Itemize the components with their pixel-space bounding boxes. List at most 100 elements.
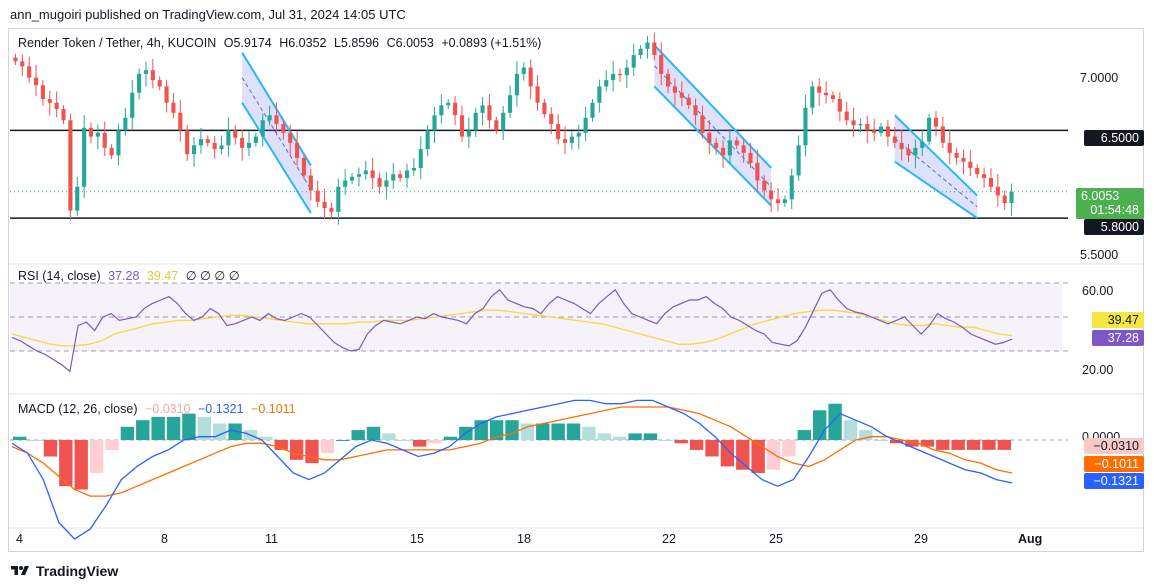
candle-body bbox=[315, 190, 320, 202]
candle-body bbox=[349, 176, 355, 181]
candle-body bbox=[398, 174, 403, 178]
macd-histogram-bar bbox=[136, 420, 150, 440]
candle-body bbox=[246, 142, 252, 148]
candle-body bbox=[638, 48, 643, 56]
candle-body bbox=[995, 186, 1000, 196]
candle-body bbox=[459, 115, 465, 137]
macd-histogram-bar bbox=[813, 410, 827, 440]
candle-body bbox=[439, 105, 444, 116]
candle-body bbox=[205, 139, 210, 143]
symbol-name[interactable]: Render Token / Tether, 4h, KUCOIN bbox=[18, 36, 217, 50]
time-label-18: 18 bbox=[517, 532, 531, 546]
candle-body bbox=[308, 175, 313, 191]
candle-body bbox=[480, 105, 485, 113]
candle-body bbox=[535, 86, 540, 103]
macd-histogram-bar bbox=[13, 436, 27, 440]
resistance-tag: 6.5000 bbox=[1084, 130, 1144, 146]
candle-body bbox=[679, 92, 684, 98]
candle-body bbox=[164, 86, 169, 103]
candle-body bbox=[404, 170, 410, 178]
candle-body bbox=[878, 126, 884, 133]
macd-histogram-bar bbox=[797, 430, 811, 440]
rsi-ma-tag: 39.47 bbox=[1092, 312, 1144, 328]
candle-body bbox=[178, 112, 183, 131]
macd-histogram-bar bbox=[89, 440, 104, 473]
candle-body bbox=[528, 67, 533, 87]
candle-body bbox=[803, 107, 808, 146]
candle-body bbox=[466, 130, 471, 137]
candle-body bbox=[288, 132, 293, 143]
macd-histogram-bar bbox=[59, 440, 73, 487]
candle-body bbox=[631, 55, 636, 68]
publisher-line: ann_mugoiri published on TradingView.com… bbox=[10, 7, 406, 22]
candle-body bbox=[824, 92, 829, 96]
macd-label[interactable]: MACD (12, 26, close) bbox=[18, 402, 138, 416]
candle-body bbox=[150, 70, 155, 81]
candle-body bbox=[267, 115, 272, 121]
candle-body bbox=[274, 115, 279, 125]
candle-body bbox=[137, 73, 142, 93]
candle-body bbox=[212, 142, 217, 150]
candle-body bbox=[130, 92, 135, 118]
candle-body bbox=[686, 97, 691, 106]
time-label-11: 11 bbox=[265, 532, 278, 546]
candle-body bbox=[521, 67, 526, 74]
macd-histogram-bar bbox=[43, 440, 58, 457]
macd-histogram-bar bbox=[828, 403, 842, 440]
candle-body bbox=[391, 174, 396, 181]
candle-body bbox=[549, 114, 554, 125]
candle-body bbox=[775, 199, 781, 204]
macd-histogram-bar bbox=[74, 440, 88, 490]
chart-frame[interactable] bbox=[8, 28, 1144, 552]
candle-body bbox=[933, 117, 939, 127]
time-label-15: 15 bbox=[410, 532, 424, 546]
candle-body bbox=[562, 139, 568, 143]
high-number: 6.0352 bbox=[288, 36, 327, 50]
macd-histogram-bar bbox=[859, 430, 873, 440]
candle-body bbox=[837, 98, 842, 112]
macd-line bbox=[11, 399, 1013, 540]
candle-body bbox=[755, 162, 760, 181]
macd-hist-tag: −0.0310 bbox=[1084, 438, 1144, 454]
candle-body bbox=[611, 73, 616, 81]
candle-body bbox=[109, 147, 114, 156]
macd-histogram-bar bbox=[736, 440, 750, 470]
candle-body bbox=[844, 111, 849, 121]
high-value: H6.0352 bbox=[279, 36, 326, 50]
candle-body bbox=[590, 102, 595, 118]
candle-body bbox=[336, 186, 341, 212]
low-value: L5.8596 bbox=[334, 36, 379, 50]
macd-histogram-bar bbox=[228, 423, 242, 440]
candle-body bbox=[604, 80, 609, 87]
rsi-ma-line bbox=[11, 309, 1013, 347]
candle-body bbox=[432, 115, 437, 131]
rsi-label[interactable]: RSI (14, close) bbox=[18, 269, 101, 283]
candle-body bbox=[191, 145, 197, 155]
macd-hist-value: −0.0310 bbox=[144, 402, 191, 416]
candle-body bbox=[940, 126, 945, 143]
channel-fill-1 bbox=[654, 45, 772, 206]
candle-body bbox=[240, 137, 245, 148]
candle-body bbox=[968, 161, 973, 168]
candle-body bbox=[508, 95, 513, 113]
macd-histogram-bar bbox=[351, 430, 365, 440]
tradingview-brand[interactable]: TradingView bbox=[10, 563, 118, 579]
candle-body bbox=[988, 177, 994, 187]
macd-histogram-bar bbox=[843, 420, 858, 440]
macd-histogram-bar bbox=[936, 440, 950, 450]
rsi-tick-60: 60.00 bbox=[1082, 284, 1114, 298]
low-number: 5.8596 bbox=[340, 36, 380, 50]
candle-body bbox=[47, 98, 52, 103]
candle-body bbox=[343, 180, 348, 187]
candle-body bbox=[75, 186, 80, 211]
candle-body bbox=[542, 102, 547, 115]
candle-body bbox=[171, 102, 176, 113]
candle-body bbox=[418, 149, 423, 168]
candle-body bbox=[920, 141, 925, 148]
candle-body bbox=[947, 142, 952, 153]
candle-body bbox=[301, 157, 307, 176]
candle-body bbox=[377, 177, 382, 187]
candle-body bbox=[892, 136, 897, 143]
candle-body bbox=[899, 142, 904, 150]
